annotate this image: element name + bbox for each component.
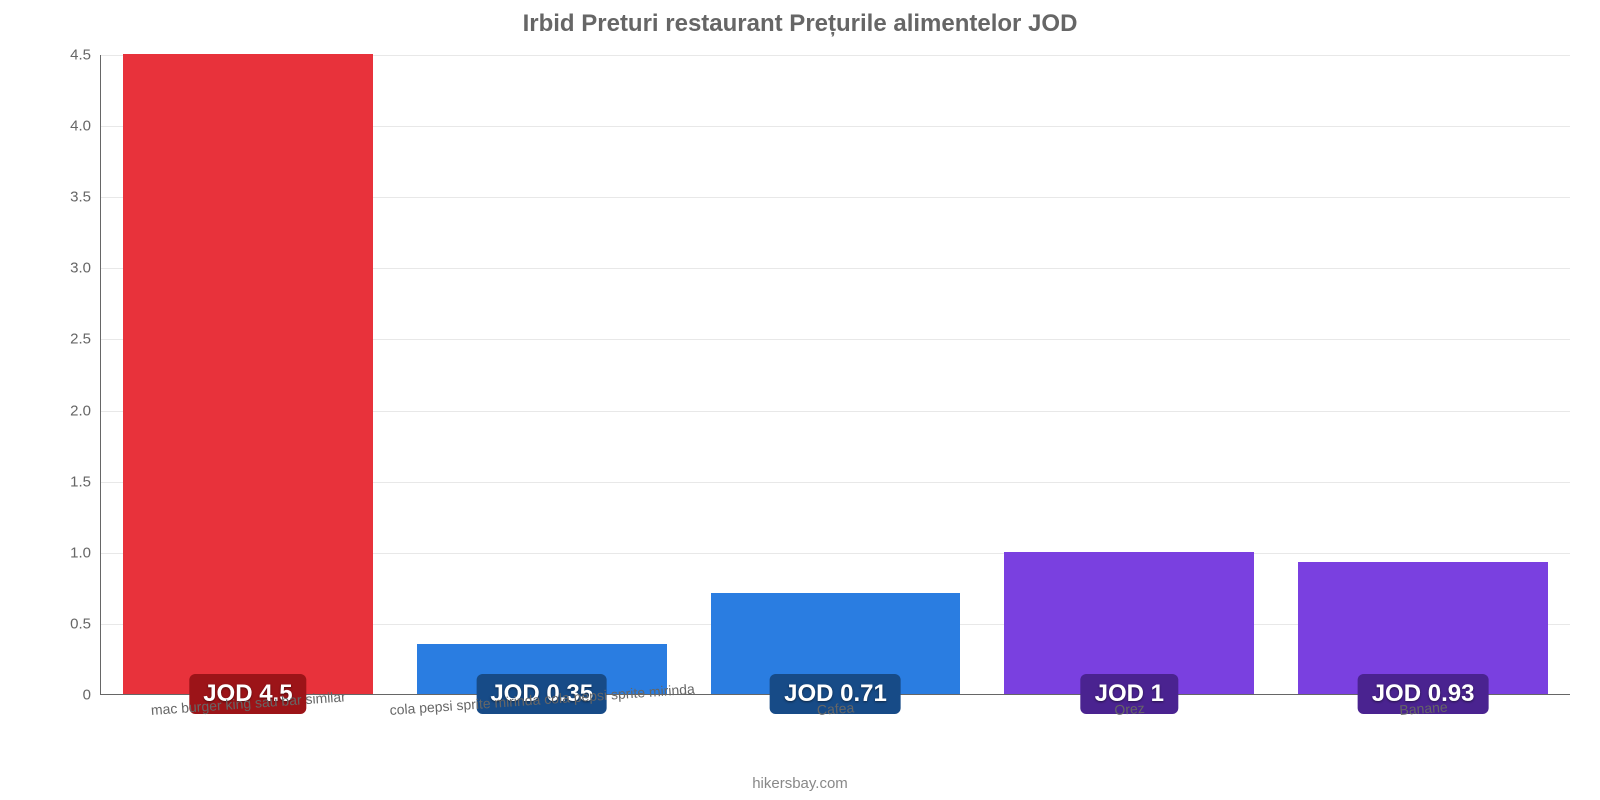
ytick-label: 4.5 [70, 47, 101, 64]
ytick-label: 1.0 [70, 544, 101, 561]
chart-title: Irbid Preturi restaurant Prețurile alime… [0, 0, 1600, 38]
xtick-label: Orez [1114, 700, 1145, 718]
bar: JOD 0.71 [711, 593, 961, 694]
bar-slot: JOD 1Orez [982, 55, 1276, 694]
price-bar-chart: Irbid Preturi restaurant Prețurile alime… [0, 0, 1600, 800]
ytick-label: 1.5 [70, 473, 101, 490]
bar-slot: JOD 0.93Banane [1276, 55, 1570, 694]
ytick-label: 2.0 [70, 402, 101, 419]
ytick-label: 4.0 [70, 118, 101, 135]
bar: JOD 0.93 [1298, 562, 1548, 694]
ytick-label: 3.0 [70, 260, 101, 277]
attribution-text: hikersbay.com [0, 775, 1600, 792]
ytick-label: 0.5 [70, 615, 101, 632]
bar: JOD 4.5 [123, 54, 373, 694]
bar-slot: JOD 4.5mac burger king sau bar similar [101, 55, 395, 694]
bars-row: JOD 4.5mac burger king sau bar similarJO… [101, 55, 1570, 694]
xtick-label: Banane [1399, 699, 1448, 718]
xtick-label: Cafea [817, 699, 855, 718]
bar-slot: JOD 0.35cola pepsi sprite mirinda cola p… [395, 55, 689, 694]
bar: JOD 1 [1004, 552, 1254, 694]
bar-slot: JOD 0.71Cafea [689, 55, 983, 694]
plot-area: 00.51.01.52.02.53.03.54.04.5JOD 4.5mac b… [100, 55, 1570, 695]
ytick-label: 2.5 [70, 331, 101, 348]
ytick-label: 0 [83, 687, 101, 704]
ytick-label: 3.5 [70, 189, 101, 206]
